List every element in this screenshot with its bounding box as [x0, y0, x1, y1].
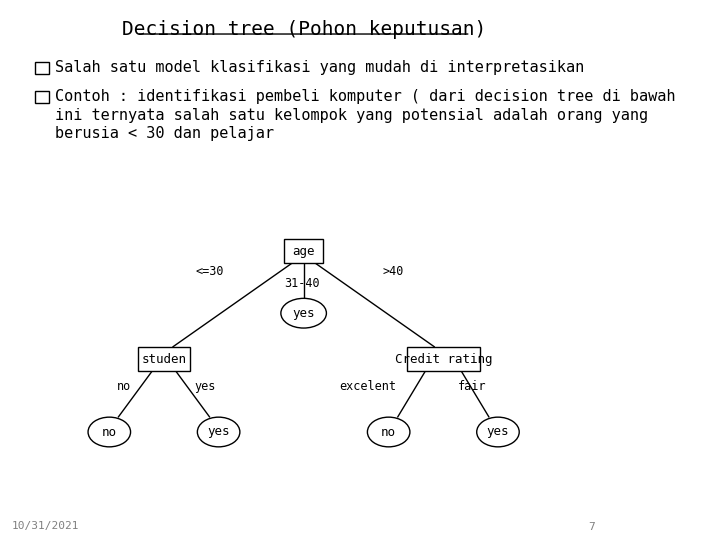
FancyBboxPatch shape [284, 239, 323, 263]
Ellipse shape [477, 417, 519, 447]
Text: 31-40: 31-40 [284, 277, 320, 290]
Text: >40: >40 [383, 265, 404, 278]
Text: no: no [117, 380, 132, 393]
Text: 10/31/2021: 10/31/2021 [12, 522, 80, 531]
Ellipse shape [88, 417, 130, 447]
Text: fair: fair [458, 380, 487, 393]
FancyBboxPatch shape [407, 347, 480, 372]
Text: Contoh : identifikasi pembeli komputer ( dari decision tree di bawah: Contoh : identifikasi pembeli komputer (… [55, 89, 675, 104]
Text: Decision tree (Pohon keputusan): Decision tree (Pohon keputusan) [122, 20, 486, 39]
Text: berusia < 30 dan pelajar: berusia < 30 dan pelajar [55, 126, 274, 141]
Ellipse shape [281, 298, 326, 328]
Text: <=30: <=30 [195, 265, 224, 278]
Ellipse shape [367, 417, 410, 447]
Text: studen: studen [141, 353, 186, 366]
Text: Credit rating: Credit rating [395, 353, 492, 366]
Text: 7: 7 [588, 522, 595, 531]
FancyBboxPatch shape [138, 347, 190, 372]
FancyBboxPatch shape [35, 62, 48, 74]
Text: Salah satu model klasifikasi yang mudah di interpretasikan: Salah satu model klasifikasi yang mudah … [55, 60, 584, 75]
FancyBboxPatch shape [35, 91, 48, 103]
Text: yes: yes [292, 307, 315, 320]
Text: yes: yes [207, 426, 230, 438]
Text: yes: yes [194, 380, 216, 393]
Text: no: no [381, 426, 396, 438]
Ellipse shape [197, 417, 240, 447]
Text: no: no [102, 426, 117, 438]
Text: ini ternyata salah satu kelompok yang potensial adalah orang yang: ini ternyata salah satu kelompok yang po… [55, 107, 648, 123]
Text: age: age [292, 245, 315, 258]
Text: excelent: excelent [339, 380, 396, 393]
Text: yes: yes [487, 426, 509, 438]
